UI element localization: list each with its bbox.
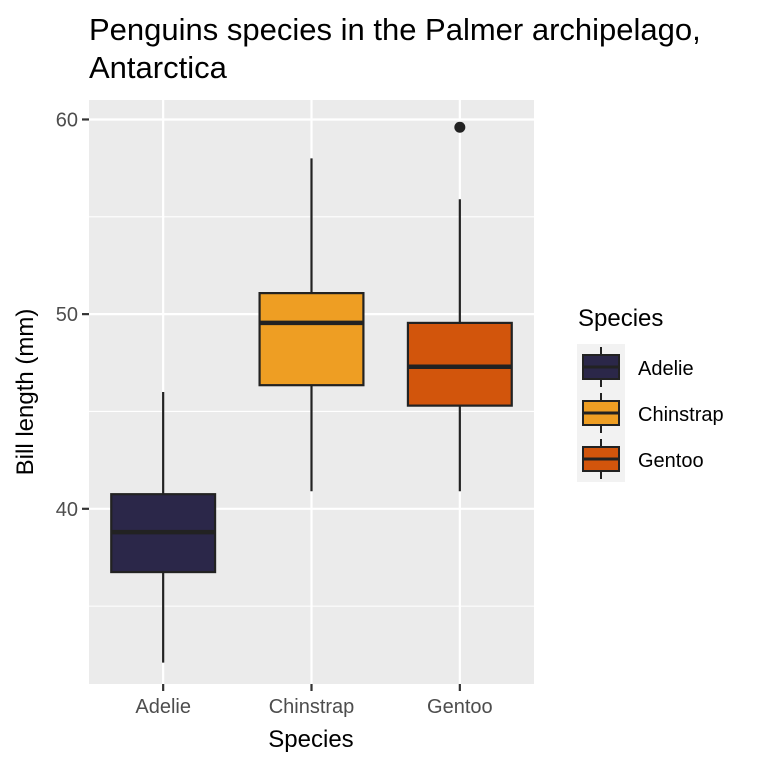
x-axis-title: Species (268, 726, 353, 753)
legend-label: Adelie (638, 358, 694, 380)
y-tick-label: 50 (56, 304, 78, 326)
boxplot-chinstrap (258, 158, 365, 492)
x-axis: Adelie Chinstrap Gentoo (135, 684, 493, 718)
boxplot-gentoo (406, 121, 513, 492)
legend-entry-gentoo: Gentoo (582, 439, 704, 479)
x-tick-label: Adelie (135, 696, 191, 718)
legend-label: Gentoo (638, 450, 704, 472)
box-layer (110, 121, 513, 663)
legend-title: Species (578, 305, 663, 332)
x-tick-label: Chinstrap (269, 696, 355, 718)
boxplot-adelie (110, 392, 217, 663)
y-tick-label: 60 (56, 109, 78, 131)
y-axis: 40 50 60 (56, 109, 89, 521)
legend-entry-adelie: Adelie (582, 347, 694, 387)
box (406, 321, 513, 407)
chart-title-line-1: Penguins species in the Palmer archipela… (89, 12, 701, 47)
legend-entry-chinstrap: Chinstrap (582, 393, 724, 433)
y-axis-title: Bill length (mm) (12, 309, 39, 476)
legend-entries: Adelie Chinstrap Gentoo (582, 347, 724, 479)
legend-label: Chinstrap (638, 404, 724, 426)
y-tick-label: 40 (56, 499, 78, 521)
x-tick-label: Gentoo (427, 696, 493, 718)
box (258, 292, 365, 387)
outlier-point (454, 121, 466, 133)
chart-title-line-2: Antarctica (89, 50, 228, 85)
legend: Species Adelie Chinstrap Gentoo (577, 305, 724, 482)
